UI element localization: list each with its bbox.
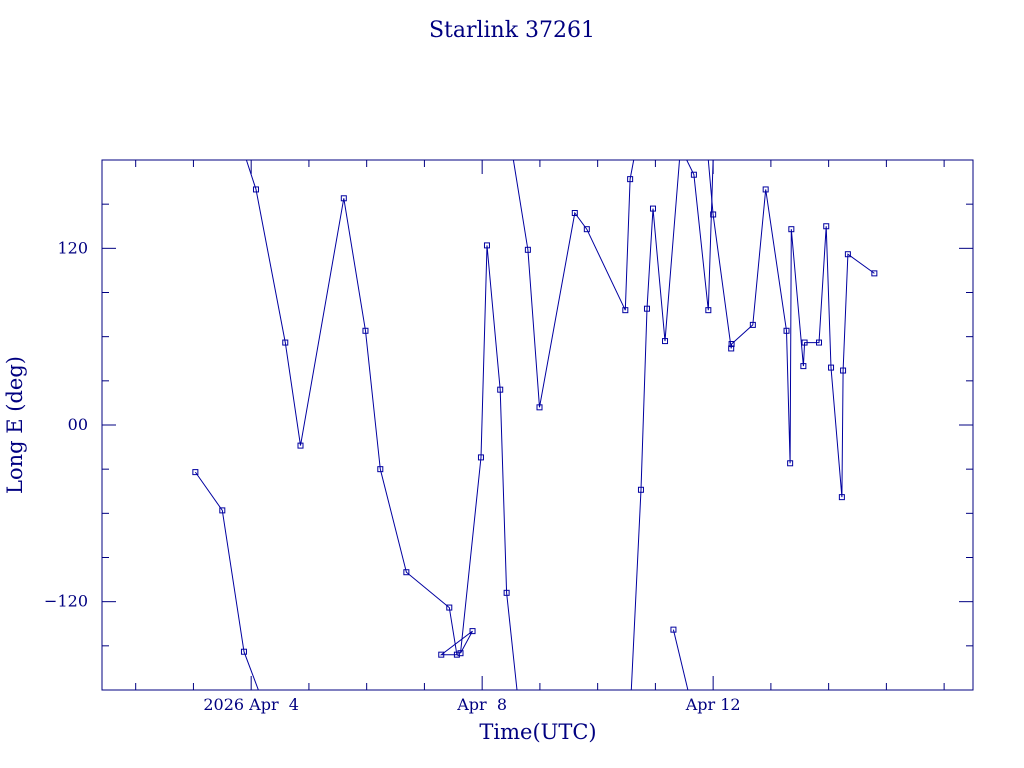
data-point (728, 345, 735, 352)
data-point (497, 386, 504, 393)
data-point (483, 242, 490, 249)
y-tick-label: 120 (57, 238, 88, 257)
data-point (340, 195, 347, 202)
data-point (637, 486, 644, 493)
data-point (690, 171, 697, 178)
series-line-2 (512, 160, 635, 408)
data-point (403, 569, 410, 576)
data-point (477, 454, 484, 461)
series-line-1 (245, 160, 518, 690)
data-point (524, 246, 531, 253)
data-point (710, 211, 717, 218)
data-point (801, 339, 808, 346)
data-point (362, 327, 369, 334)
data-point (571, 210, 578, 216)
data-point (728, 341, 735, 348)
data-point (800, 363, 807, 370)
x-tick-label: 2026 Apr 4 (203, 695, 299, 714)
data-point (438, 651, 445, 658)
data-point (282, 339, 289, 346)
data-point (844, 251, 851, 258)
data-point (457, 650, 464, 657)
data-point (469, 628, 476, 635)
series-line-0 (194, 471, 259, 690)
data-point (705, 307, 712, 314)
data-series (194, 160, 875, 690)
data-point (828, 364, 835, 371)
series-line-3 (630, 160, 680, 690)
series-line-7 (707, 160, 875, 498)
data-markers (192, 171, 878, 658)
data-point (871, 270, 878, 277)
data-point (816, 339, 823, 346)
data-point (192, 469, 199, 476)
data-point (762, 186, 769, 193)
data-point (583, 226, 590, 233)
data-point (783, 327, 790, 334)
data-point (219, 507, 226, 514)
data-point (749, 321, 756, 328)
x-tick-label: Apr 12 (685, 695, 741, 714)
tick-labels: 2026 Apr 4 Apr 8 Apr 12 −120 00 120 (44, 238, 741, 714)
series-line-4 (686, 160, 714, 311)
data-point (453, 651, 460, 658)
data-point (838, 494, 845, 501)
y-axis-label: Long E (deg) (3, 356, 27, 494)
data-point (670, 626, 677, 633)
data-point (622, 307, 629, 314)
data-point (643, 305, 650, 312)
data-point (252, 186, 259, 193)
data-point (627, 176, 634, 183)
data-point (649, 205, 656, 212)
chart-title: Starlink 37261 (429, 18, 595, 43)
y-tick-label: −120 (44, 592, 88, 611)
data-point (840, 367, 847, 374)
x-tick-label: Apr 8 (456, 695, 507, 714)
data-point (446, 604, 453, 611)
data-point (297, 442, 304, 449)
data-point (536, 404, 543, 411)
data-point (662, 338, 669, 345)
data-point (787, 460, 794, 467)
data-point (503, 589, 510, 596)
x-axis-label: Time(UTC) (479, 720, 596, 744)
y-tick-label: 00 (68, 415, 88, 434)
data-point (240, 648, 247, 655)
data-point (377, 466, 384, 473)
series-line-5 (672, 629, 689, 690)
data-point (823, 223, 830, 230)
data-point (788, 226, 795, 233)
